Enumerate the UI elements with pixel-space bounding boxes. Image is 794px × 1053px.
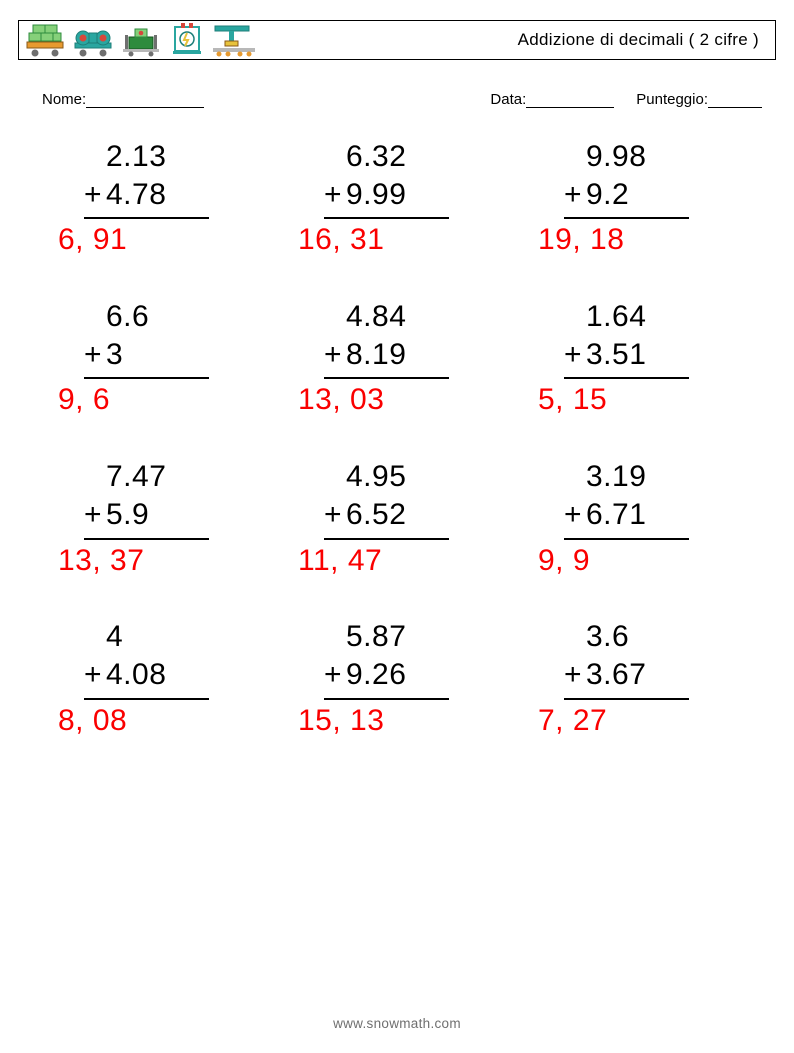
answer: 11, 47 (298, 542, 508, 580)
operand-b: 3.67 (586, 656, 689, 694)
footer-url: www.snowmath.com (0, 1016, 794, 1031)
name-blank[interactable] (86, 90, 204, 108)
operand-b: 3 (106, 336, 209, 374)
operator-plus: + (84, 336, 106, 374)
problem-10: 4+4.08 8, 08 (58, 618, 268, 740)
operand-a: 3.19 (586, 458, 689, 496)
operator-plus: + (564, 336, 586, 374)
problem-2: 6.32+9.99 16, 31 (298, 138, 508, 260)
problem-8: 4.95+6.52 11, 47 (298, 458, 508, 580)
answer: 13, 03 (298, 381, 508, 419)
operand-a: 6.32 (346, 138, 449, 176)
operand-b: 9.99 (346, 176, 449, 214)
sum-rule (84, 377, 209, 379)
problem-9: 3.19+6.71 9, 9 (538, 458, 748, 580)
score-label: Punteggio: (636, 91, 708, 108)
problem-6: 1.64+3.51 5, 15 (538, 298, 748, 420)
answer: 6, 91 (58, 221, 268, 259)
answer: 5, 15 (538, 381, 748, 419)
operand-a: 1.64 (586, 298, 689, 336)
problem-7: 7.47+5.9 13, 37 (58, 458, 268, 580)
answer: 7, 27 (538, 702, 748, 740)
operator-plus: + (84, 176, 106, 214)
sum-rule (564, 377, 689, 379)
operator-plus: + (324, 496, 346, 534)
date-blank[interactable] (526, 90, 614, 108)
crane-icon (211, 23, 257, 57)
operand-b: 6.52 (346, 496, 449, 534)
problem-12: 3.6+3.67 7, 27 (538, 618, 748, 740)
score-blank[interactable] (708, 90, 762, 108)
problem-1: 2.13+4.78 6, 91 (58, 138, 268, 260)
answer: 8, 08 (58, 702, 268, 740)
operand-a: 2.13 (106, 138, 209, 176)
worksheet-title: Addizione di decimali ( 2 cifre ) (518, 30, 765, 50)
problem-3: 9.98+9.2 19, 18 (538, 138, 748, 260)
problem-11: 5.87+9.26 15, 13 (298, 618, 508, 740)
sum-rule (324, 217, 449, 219)
sum-rule (564, 698, 689, 700)
problem-4: 6.6+3 9, 6 (58, 298, 268, 420)
operand-a: 6.6 (106, 298, 209, 336)
operand-b: 5.9 (106, 496, 209, 534)
operand-b: 6.71 (586, 496, 689, 534)
operand-b: 8.19 (346, 336, 449, 374)
sum-rule (564, 217, 689, 219)
tank-wagon-icon (71, 23, 115, 57)
operator-plus: + (84, 496, 106, 534)
operand-b: 4.08 (106, 656, 209, 694)
name-label: Nome: (42, 91, 86, 108)
operand-b: 4.78 (106, 176, 209, 214)
crates-cart-icon (23, 23, 67, 57)
operand-a: 5.87 (346, 618, 449, 656)
operator-plus: + (84, 656, 106, 694)
problem-5: 4.84+8.19 13, 03 (298, 298, 508, 420)
sum-rule (324, 377, 449, 379)
operand-b: 9.26 (346, 656, 449, 694)
answer: 16, 31 (298, 221, 508, 259)
operand-b: 9.2 (586, 176, 689, 214)
sum-rule (324, 698, 449, 700)
operator-plus: + (324, 176, 346, 214)
operand-a: 4.84 (346, 298, 449, 336)
operator-plus: + (324, 656, 346, 694)
answer: 9, 9 (538, 542, 748, 580)
answer: 15, 13 (298, 702, 508, 740)
header-icon-strip (23, 23, 257, 57)
sum-rule (84, 698, 209, 700)
problems-grid: 2.13+4.786, 916.32+9.9916, 319.98+9.219,… (18, 138, 776, 741)
info-line: Nome: Data: Punteggio: (18, 90, 776, 108)
answer: 13, 37 (58, 542, 268, 580)
sum-rule (564, 538, 689, 540)
operand-a: 9.98 (586, 138, 689, 176)
operator-plus: + (564, 176, 586, 214)
operand-a: 3.6 (586, 618, 689, 656)
header-bar: Addizione di decimali ( 2 cifre ) (18, 20, 776, 60)
sum-rule (84, 217, 209, 219)
worksheet-page: Addizione di decimali ( 2 cifre ) Nome: … (0, 0, 794, 1053)
operand-a: 4 (106, 618, 209, 656)
sum-rule (84, 538, 209, 540)
operand-a: 4.95 (346, 458, 449, 496)
machine-icon (119, 23, 163, 57)
answer: 19, 18 (538, 221, 748, 259)
answer: 9, 6 (58, 381, 268, 419)
operator-plus: + (324, 336, 346, 374)
operator-plus: + (564, 656, 586, 694)
operand-b: 3.51 (586, 336, 689, 374)
operand-a: 7.47 (106, 458, 209, 496)
power-box-icon (167, 23, 207, 57)
operator-plus: + (564, 496, 586, 534)
sum-rule (324, 538, 449, 540)
date-label: Data: (490, 91, 526, 108)
